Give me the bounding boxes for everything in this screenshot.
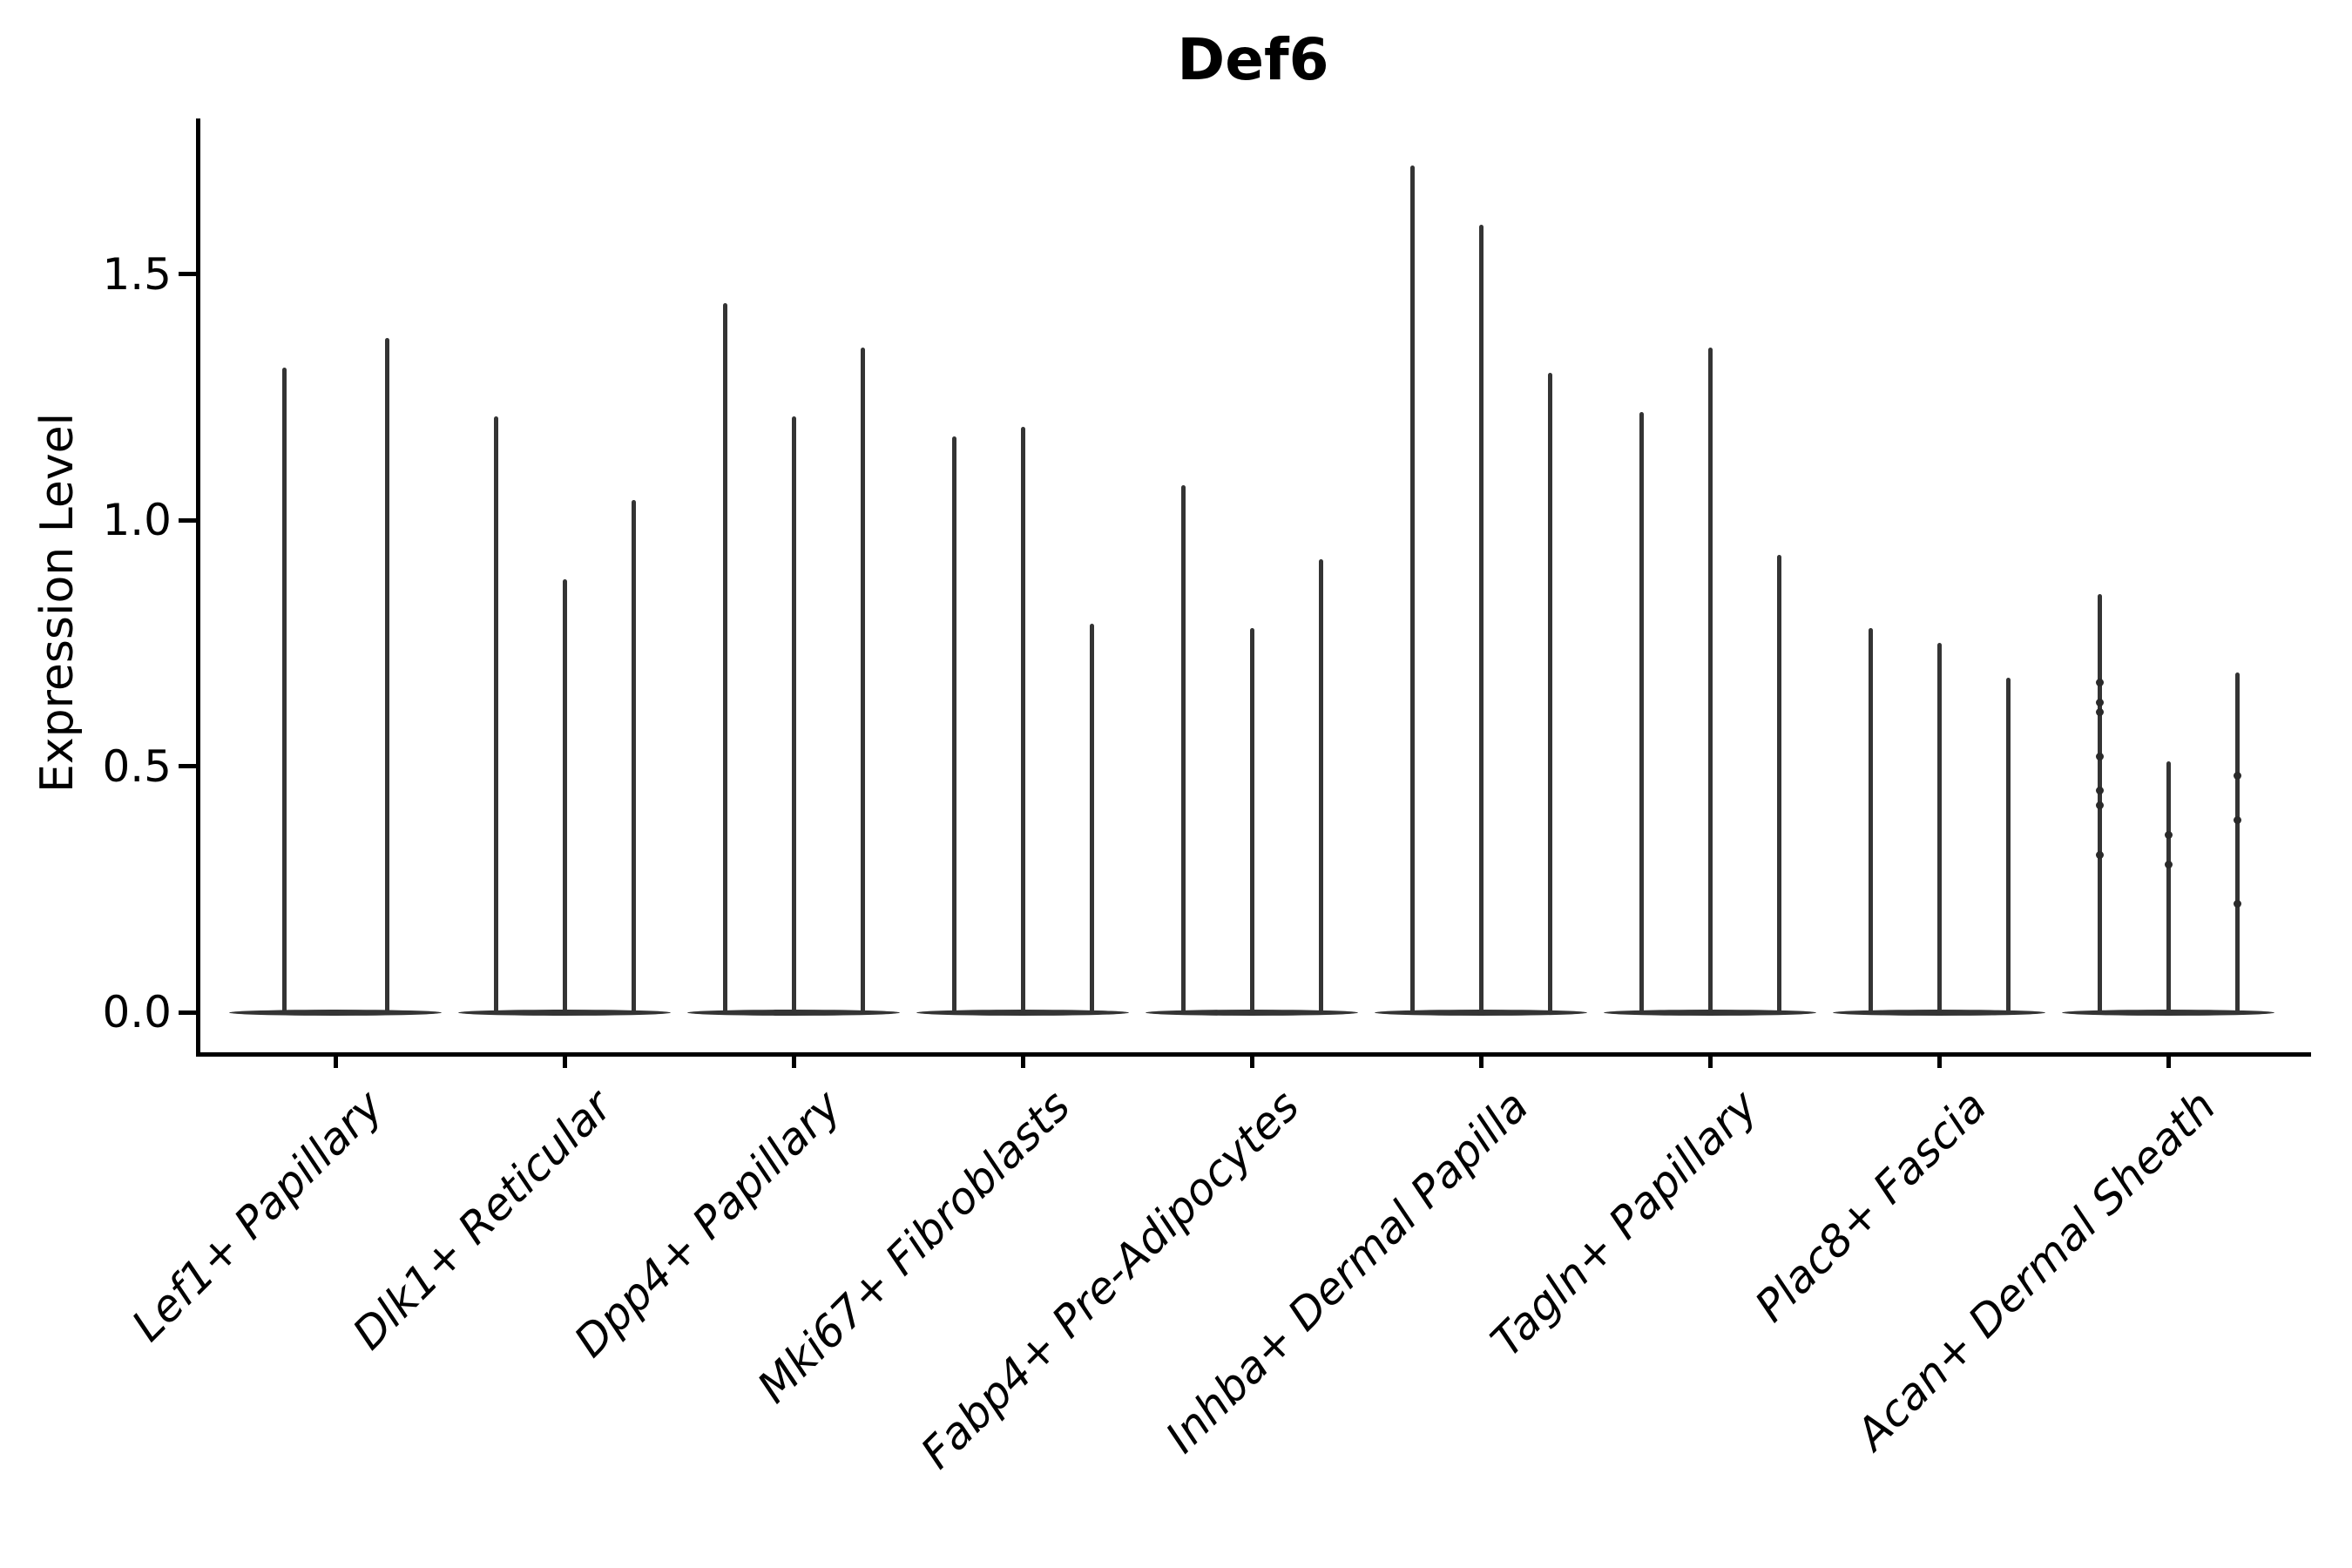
y-tick-mark: [179, 764, 196, 768]
x-tick-mark: [791, 1054, 796, 1068]
cell-point: [2095, 678, 2104, 686]
violin-spike-8-2: [1936, 643, 1942, 1014]
violin-spike-7-1: [1639, 411, 1644, 1014]
violin-spike-3-3: [860, 348, 865, 1014]
violin-spike-1-2: [384, 337, 389, 1014]
y-tick-label: 1.0: [102, 495, 172, 545]
x-tick-mark: [333, 1054, 338, 1068]
cell-point: [2233, 900, 2241, 909]
x-tick-label-9: Acan+ Dermal Sheath: [1846, 1080, 2226, 1460]
y-axis-spine: [196, 118, 200, 1057]
violin-spike-9-2: [2166, 760, 2171, 1014]
violin-spike-5-2: [1249, 628, 1254, 1014]
violin-spike-4-3: [1089, 623, 1094, 1014]
violin-base-1: [229, 1009, 442, 1016]
cell-point: [2095, 801, 2104, 810]
violin-spike-6-2: [1478, 225, 1484, 1014]
violin-spike-8-3: [2005, 677, 2011, 1014]
cell-point: [2095, 787, 2104, 795]
y-tick-mark: [179, 272, 196, 276]
violin-spike-4-2: [1020, 426, 1025, 1014]
x-tick-mark: [1936, 1054, 1942, 1068]
violin-spike-9-3: [2234, 672, 2240, 1014]
cell-point: [2233, 772, 2241, 781]
violin-spike-2-2: [562, 578, 567, 1014]
x-tick-label-8: Plac8+ Fascia: [1745, 1080, 1997, 1332]
violin-spike-4-1: [951, 436, 956, 1014]
violin-spike-3-1: [722, 303, 727, 1014]
violin-spike-6-3: [1547, 372, 1552, 1014]
plot-title: Def6: [1177, 26, 1329, 93]
x-tick-mark: [2166, 1054, 2171, 1068]
y-axis-label: Expression Level: [31, 412, 84, 794]
violin-spike-8-1: [1868, 628, 1873, 1014]
violin-spike-2-1: [493, 416, 498, 1014]
x-tick-label-3: Dpp4+ Papillary: [564, 1080, 851, 1368]
cell-point: [2233, 816, 2241, 825]
cell-point: [2164, 831, 2173, 840]
cell-point: [2095, 707, 2104, 716]
violin-spike-1-1: [281, 367, 287, 1014]
y-tick-label: 0.5: [102, 740, 172, 792]
violin-spike-3-2: [791, 416, 796, 1014]
y-tick-label: 1.5: [102, 248, 172, 300]
x-tick-label-5: Fabp4+ Pre-Adipocytes: [911, 1080, 1309, 1479]
x-tick-label-4: Mki67+ Fibroblasts: [747, 1080, 1080, 1413]
y-tick-mark: [179, 517, 196, 523]
x-tick-label-1: Lef1+ Papillary: [122, 1080, 393, 1351]
violin-spike-5-3: [1318, 559, 1323, 1014]
y-tick-label: 0.0: [102, 987, 172, 1037]
violin-spike-6-1: [1409, 166, 1415, 1014]
cell-point: [2095, 850, 2104, 859]
x-tick-mark: [1478, 1054, 1484, 1068]
x-tick-label-6: Inhba+ Dermal Papilla: [1156, 1080, 1538, 1463]
violin-spike-5-1: [1180, 485, 1186, 1014]
cell-point: [2095, 698, 2104, 706]
violin-spike-7-2: [1707, 348, 1713, 1014]
x-tick-mark: [1249, 1054, 1254, 1068]
x-tick-mark: [562, 1054, 567, 1068]
x-tick-mark: [1707, 1054, 1713, 1068]
y-tick-mark: [179, 1010, 196, 1015]
x-tick-label-7: Tagln+ Papillary: [1481, 1080, 1767, 1367]
x-tick-label-2: Dlk1+ Reticular: [342, 1080, 622, 1360]
cell-point: [2095, 752, 2104, 760]
x-tick-mark: [1020, 1054, 1025, 1068]
violin-spike-2-3: [631, 500, 636, 1014]
violin-spike-7-3: [1776, 554, 1781, 1014]
cell-point: [2164, 861, 2173, 868]
